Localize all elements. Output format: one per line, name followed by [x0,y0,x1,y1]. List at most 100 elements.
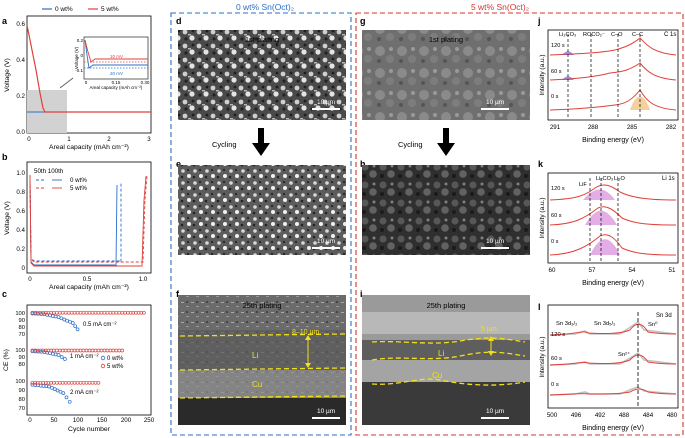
panel-e-scale-label: 10 µm [317,238,335,245]
panel-a-inset-0wt [84,39,148,69]
panel-l-time: 0 s [551,382,559,388]
panel-b-legend-5wt: 5 wt% [70,185,87,192]
letter-d: d [176,16,182,26]
panel-c-marks [30,310,146,404]
panel-l-peak: Sn²⁺ [618,351,630,358]
panel-j-title: C 1s [664,32,676,38]
letter-b: b [2,152,8,162]
panel-j-time: 0 s [551,94,559,100]
panel-c-point [33,348,37,353]
letter-e: e [176,159,181,169]
panel-k-fit-120s [583,189,615,200]
panel-i-bot-line [371,378,526,386]
panel-c-point [33,310,37,315]
panel-j-curve-60s [549,62,677,81]
panel-a-inset-ytick: 0.2 [77,38,84,43]
panel-c-point [43,380,48,385]
panel-c-point [55,388,60,393]
panel-b-ytick: 0 [22,265,26,272]
panel-i-thickness: 5 µm [481,326,497,333]
panel-b-legend-title: 50th 100th [34,168,64,175]
panel-a-legend-5wt: 5 wt% [101,6,119,13]
panel-g-scale-label: 10 µm [486,99,504,106]
panel-f-bot-line [179,395,346,399]
panel-a-inset-5wt [84,39,148,63]
panel-i: 25th plating 5 µm Li Cu 10 µm [362,295,530,425]
cycling-label-right: Cycling [398,140,423,149]
panel-a-inset-xlabel: Areal capacity (mAh cm⁻²) [90,85,143,90]
panel-d: 1st plating 10 µm [178,30,346,120]
panel-j-xlabel: Binding energy (eV) [582,137,644,144]
panel-c: 100 90 80 70 100 90 80 100 90 80 70 0 50… [3,304,155,433]
panel-f-arrowhead-up [305,335,311,340]
panel-a: 0.0 0.2 0.4 0.6 0 1 2 3 Areal capacity (… [4,6,152,151]
panel-b-5wt-100th [29,174,147,267]
panel-c-ytick: 90 [19,388,25,394]
panel-i-top-line [371,337,526,344]
sem-image-d [178,30,346,120]
panel-c-ytick: 100 [15,311,25,317]
panel-j-xtick: 285 [627,124,638,131]
panel-a-inset-xtick: 0 [85,80,88,85]
panel-a-xlabel: Areal capacity (mAh cm⁻²) [49,144,129,151]
panel-i-arrowhead-up [488,336,494,341]
panel-c-point [43,310,48,315]
panel-c-point [50,385,54,390]
panel-b-ytick: 0.6 [16,208,25,215]
panel-k-peak: Li₂O [614,176,626,182]
panel-c-point [73,324,78,329]
letter-a: a [2,16,8,26]
cycling-label-left: Cycling [212,140,237,149]
panel-c-point [56,353,61,357]
panel-c-ytick: 90 [19,318,25,324]
panel-a-inset-ytick: -0.1 [75,68,83,73]
panel-j-peak: Li₂CO₃ [559,32,576,38]
panel-k-peak: Li₂CO₃ [596,176,613,182]
panel-k-curve-60s [549,206,677,226]
panel-j-peak: C–C [632,32,643,38]
panel-f-top-line [179,333,346,337]
panel-f-scale-label: 10 µm [317,408,335,415]
panel-c-point [70,321,75,325]
panel-b: 0 0.2 0.4 0.6 0.8 1.0 0 0.5 1.0 Areal ca… [4,161,152,291]
panel-a-inset-xtick: 0.30 [141,80,150,85]
panel-c-ytick: 80 [19,397,25,403]
panel-b-xtick: 0 [28,276,32,283]
panel-d-scale-bar [312,108,340,110]
panel-i-title: 25th plating [427,301,466,310]
panel-d-scale-label: 10 µm [317,99,335,106]
panel-l-xtick: 480 [667,412,678,419]
panel-c-ytick: 70 [19,406,25,412]
panel-l-xtick: 496 [571,412,582,419]
panel-j: Li₂CO₃ ROCO₂⁻ C–O C–C C 1s 120 s 60 s 0 … [539,29,679,144]
letter-i: i [360,289,363,299]
panel-c-point [128,310,133,315]
panel-f-cu: Cu [252,380,262,389]
panel-a-ytick: 0.4 [16,57,25,64]
panel-b-ytick: 1.0 [16,170,25,177]
sem-f-li-layer [178,330,346,370]
panel-c-xtick: 200 [121,417,132,424]
panel-k-peak: LiF [579,182,587,188]
panel-l-axes [547,304,679,409]
arrow-right: Cycling [398,128,455,156]
panel-l-xtick: 492 [595,412,606,419]
panel-c-ylabel: CE (%) [3,349,10,371]
panel-c-ytick: 90 [19,355,25,361]
panel-c-point [52,387,57,391]
panel-b-axes [26,161,152,274]
sem-f-cu-layer [178,370,346,398]
panel-b-ylabel: Voltage (V) [4,201,11,235]
panel-l-ylabel: Intensity (a.u.) [539,336,546,377]
group-left-frame [170,12,352,436]
sem-image-e [178,165,346,255]
panel-c-xtick: 50 [51,417,58,424]
panel-c-ytick: 80 [19,362,25,368]
panel-l-time: 120 s [551,332,565,338]
down-arrow-shaft-left [258,128,264,144]
letter-g: g [360,16,366,26]
panel-a-arrow [59,77,74,89]
panel-c-legend-swatch-5wt [100,363,106,369]
panel-k-xtick: 57 [589,267,596,274]
